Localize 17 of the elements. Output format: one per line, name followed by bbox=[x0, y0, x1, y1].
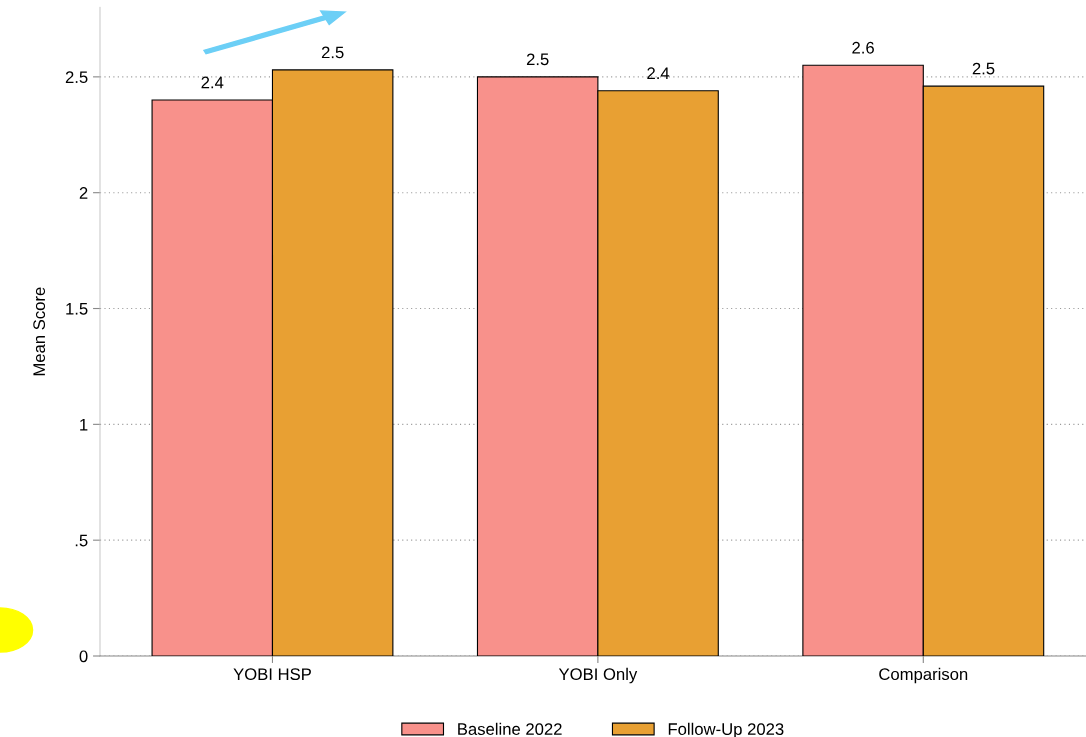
x-tick-label: Comparison bbox=[879, 667, 968, 684]
y-tick-label: 0 bbox=[79, 650, 88, 663]
y-tick-label: 2.5 bbox=[65, 71, 88, 84]
y-axis-title: Mean Score bbox=[33, 287, 46, 376]
data-label: 2.5 bbox=[972, 62, 995, 75]
data-label: 2.6 bbox=[852, 41, 874, 54]
data-label: 2.5 bbox=[321, 46, 344, 59]
y-tick-label: 1 bbox=[80, 418, 88, 431]
y-tick-label: .5 bbox=[75, 534, 88, 547]
x-tick-label: YOBI Only bbox=[558, 667, 638, 684]
y-tick-label: 2 bbox=[79, 187, 88, 199]
legend-label: Baseline 2022 bbox=[458, 722, 562, 735]
data-label: 2.5 bbox=[526, 53, 549, 66]
data-label: 2.4 bbox=[201, 76, 224, 89]
x-tick-label: YOBI HSP bbox=[233, 668, 311, 681]
data-label: 2.4 bbox=[647, 67, 670, 79]
y-tick-label: 1.5 bbox=[66, 303, 88, 315]
